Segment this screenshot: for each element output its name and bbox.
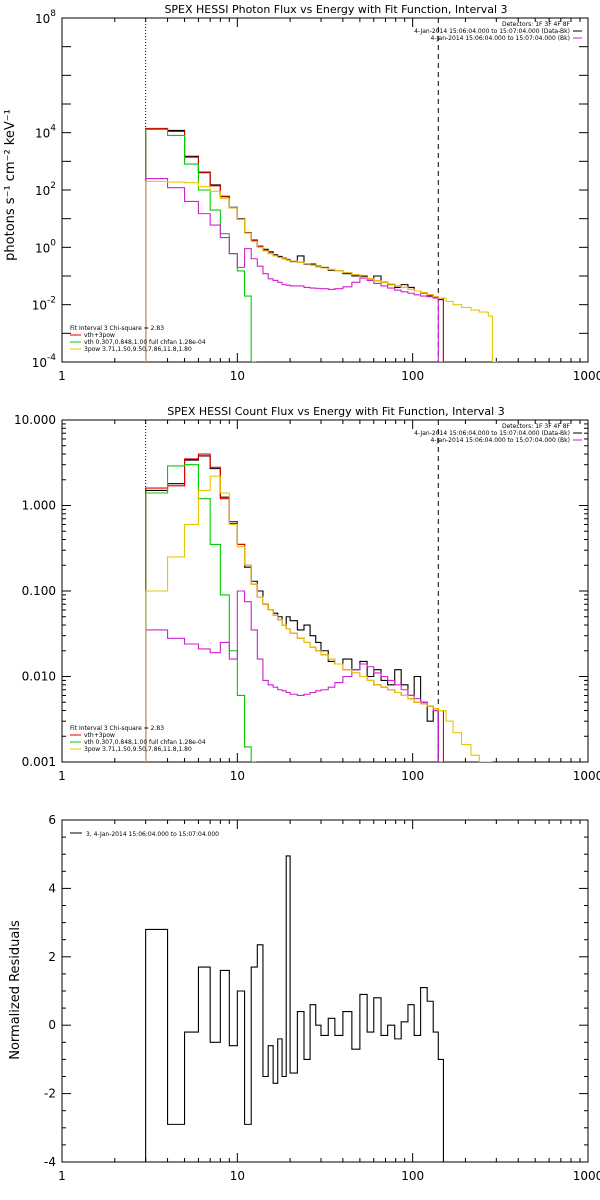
y-axis-label: Normalized Residuals xyxy=(8,920,23,1060)
series-group xyxy=(145,127,498,362)
y-tick-base: 10 xyxy=(35,127,50,141)
x-tick-label: 1 xyxy=(58,769,66,783)
series-0-line xyxy=(145,855,444,1162)
panel-title: SPEX HESSI Photon Flux vs Energy with Fi… xyxy=(164,3,507,16)
x-tick-label: 100 xyxy=(401,369,424,383)
y-tick-label: 6 xyxy=(48,813,56,827)
x-tick-label: 1 xyxy=(58,369,66,383)
fit-legend-entry: Fit Interval 3 Chi-square = 2.83 xyxy=(70,325,164,332)
x-tick-label: 10 xyxy=(230,769,245,783)
legend-entry: Detectors: 1F 3F 4F 8F xyxy=(502,21,571,28)
legend-entry: 4-Jan-2014 15:06:04.000 to 15:07:04.000 … xyxy=(430,35,570,42)
fit-legend-entry: vth+3pow xyxy=(84,332,115,339)
x-tick-label: 10 xyxy=(230,1169,245,1183)
residuals-panel: Normalized Residuals 1 10 100 1000 -4 -2 0 2 4 6 3… xyxy=(8,813,600,1183)
y-tick-label: 0 xyxy=(48,1018,56,1032)
plot-frame xyxy=(61,819,589,1163)
y-tick-label: 100 xyxy=(35,238,56,255)
legend-entry: Detectors: 1F 3F 4F 8F xyxy=(502,423,571,430)
x-tick-label: 1000 xyxy=(573,769,600,783)
series-0-line xyxy=(145,455,444,762)
series-1-line xyxy=(145,127,444,362)
x-tick-label: 1000 xyxy=(573,1169,600,1183)
series-1-line xyxy=(145,453,444,762)
count-flux-panel: SPEX HESSI Count Flux vs Energy with Fit… xyxy=(14,405,600,783)
y-tick-label: 108 xyxy=(35,9,56,26)
y-tick-base: 10 xyxy=(32,356,47,370)
y-tick-exponent: 2 xyxy=(50,181,56,191)
y-tick-base: 10 xyxy=(35,184,50,198)
y-tick-label: 1.000 xyxy=(22,499,56,513)
y-tick-label: -2 xyxy=(44,1087,56,1101)
x-tick-label: 1 xyxy=(58,1169,66,1183)
y-tick-exponent: 0 xyxy=(50,238,56,248)
plot-frame xyxy=(61,419,589,763)
y-tick-exponent: -2 xyxy=(47,296,56,306)
series-2-line xyxy=(145,128,257,362)
y-tick-exponent: 4 xyxy=(50,124,56,134)
fit-legend-entry: vth 0.307,0.848,1.00 full chfan 1.28e-04 xyxy=(84,739,206,746)
x-tick-label: 10 xyxy=(230,369,245,383)
fit-legend-entry: 3pow 3.71,1.50,9.50,7.86,11.8,1.80 xyxy=(84,346,192,353)
fit-legend-entry: vth+3pow xyxy=(84,732,115,739)
y-tick-exponent: -4 xyxy=(47,353,56,363)
legend-entry: 4-Jan-2014 15:06:04.000 to 15:07:04.000 … xyxy=(414,430,570,437)
y-tick-label: -4 xyxy=(44,1155,56,1169)
series-4-line xyxy=(145,475,493,762)
y-tick-base: 10 xyxy=(32,299,47,313)
y-tick-label: 10-4 xyxy=(32,353,57,370)
y-axis-label: photons s⁻¹ cm⁻² keV⁻¹ xyxy=(3,109,18,261)
y-tick-base: 10 xyxy=(35,12,50,26)
y-tick-label: 10.000 xyxy=(14,413,56,427)
fit-legend-entry: vth 0.307,0.848,1.00 full chfan 1.28e-04 xyxy=(84,339,206,346)
series-2-line xyxy=(145,464,257,762)
fit-legend-entry: Fit Interval 3 Chi-square = 2.83 xyxy=(70,725,164,732)
series-3-line xyxy=(145,178,444,362)
series-group xyxy=(145,855,444,1162)
fit-legend-entry: 3pow 3.71,1.50,9.50,7.86,11.8,1.80 xyxy=(84,746,192,753)
photon-flux-panel: SPEX HESSI Photon Flux vs Energy with Fi… xyxy=(3,3,600,383)
y-tick-label: 2 xyxy=(48,950,56,964)
y-tick-label: 0.100 xyxy=(22,584,56,598)
series-group xyxy=(145,453,493,762)
x-tick-label: 1000 xyxy=(573,369,600,383)
y-tick-label: 102 xyxy=(35,181,56,198)
y-tick-exponent: 8 xyxy=(50,9,56,19)
y-tick-base: 10 xyxy=(35,241,50,255)
series-3-line xyxy=(145,590,444,762)
legend-entry: 4-Jan-2014 15:06:04.000 to 15:07:04.000 … xyxy=(430,437,570,444)
legend-entry: 4-Jan-2014 15:06:04.000 to 15:07:04.000 … xyxy=(414,28,570,35)
plot-frame xyxy=(61,17,589,363)
y-tick-label: 0.010 xyxy=(22,670,56,684)
y-tick-label: 10-2 xyxy=(32,296,56,313)
legend-entry: 3, 4-Jan-2014 15:06:04.000 to 15:07:04.0… xyxy=(86,831,219,838)
series-4-line xyxy=(145,180,498,362)
x-tick-label: 100 xyxy=(401,1169,424,1183)
y-tick-label: 104 xyxy=(35,124,56,141)
y-tick-label: 0.001 xyxy=(22,755,56,769)
x-tick-label: 100 xyxy=(401,769,424,783)
panel-title: SPEX HESSI Count Flux vs Energy with Fit… xyxy=(167,405,504,418)
y-tick-label: 4 xyxy=(48,881,56,895)
